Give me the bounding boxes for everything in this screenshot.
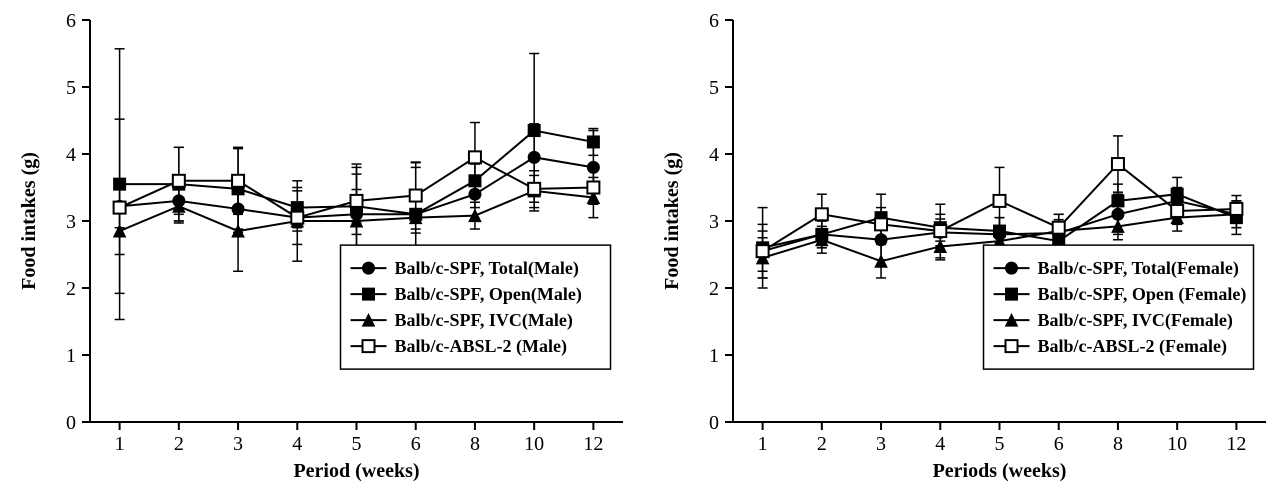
svg-text:2: 2 (817, 433, 827, 455)
svg-text:5: 5 (352, 433, 362, 455)
svg-text:Balb/c-SPF, IVC(Female): Balb/c-SPF, IVC(Female) (1038, 310, 1233, 331)
svg-text:5: 5 (709, 77, 719, 99)
svg-text:6: 6 (411, 433, 421, 455)
svg-text:0: 0 (709, 412, 719, 434)
svg-text:4: 4 (709, 144, 719, 166)
svg-text:3: 3 (876, 433, 886, 455)
svg-text:12: 12 (583, 433, 603, 455)
svg-text:3: 3 (66, 211, 76, 233)
svg-text:5: 5 (66, 77, 76, 99)
svg-text:Food intakes (g): Food intakes (g) (18, 152, 40, 290)
svg-text:Period (weeks): Period (weeks) (293, 460, 419, 482)
chart-panel-male: 012345612345681012Food intakes (g)Period… (0, 0, 643, 502)
svg-text:2: 2 (709, 278, 719, 300)
svg-text:Balb/c-SPF, IVC(Male): Balb/c-SPF, IVC(Male) (395, 310, 573, 331)
svg-text:Periods (weeks): Periods (weeks) (933, 460, 1067, 482)
svg-text:Balb/c-SPF, Open (Female): Balb/c-SPF, Open (Female) (1038, 284, 1247, 305)
svg-text:6: 6 (709, 10, 719, 32)
svg-text:1: 1 (758, 433, 768, 455)
svg-text:3: 3 (233, 433, 243, 455)
svg-text:2: 2 (66, 278, 76, 300)
svg-text:12: 12 (1226, 433, 1246, 455)
chart-svg-female: 012345612345681012Food intakes (g)Period… (643, 0, 1286, 502)
svg-text:1: 1 (709, 345, 719, 367)
svg-text:4: 4 (292, 433, 302, 455)
svg-text:3: 3 (709, 211, 719, 233)
svg-text:1: 1 (66, 345, 76, 367)
svg-text:4: 4 (935, 433, 945, 455)
svg-text:0: 0 (66, 412, 76, 434)
svg-text:10: 10 (524, 433, 544, 455)
svg-text:10: 10 (1167, 433, 1187, 455)
chart-svg-male: 012345612345681012Food intakes (g)Period… (0, 0, 643, 502)
chart-panel-female: 012345612345681012Food intakes (g)Period… (643, 0, 1286, 502)
svg-text:Balb/c-SPF, Total(Male): Balb/c-SPF, Total(Male) (395, 258, 579, 279)
svg-text:Food intakes (g): Food intakes (g) (661, 152, 683, 290)
svg-text:1: 1 (115, 433, 125, 455)
svg-text:6: 6 (66, 10, 76, 32)
svg-text:2: 2 (174, 433, 184, 455)
svg-text:Balb/c-SPF, Total(Female): Balb/c-SPF, Total(Female) (1038, 258, 1239, 279)
svg-text:8: 8 (470, 433, 480, 455)
svg-text:6: 6 (1054, 433, 1064, 455)
svg-text:Balb/c-SPF, Open(Male): Balb/c-SPF, Open(Male) (395, 284, 582, 305)
svg-text:8: 8 (1113, 433, 1123, 455)
svg-text:4: 4 (66, 144, 76, 166)
svg-text:Balb/c-ABSL-2 (Male): Balb/c-ABSL-2 (Male) (395, 336, 568, 357)
svg-text:5: 5 (995, 433, 1005, 455)
svg-text:Balb/c-ABSL-2 (Female): Balb/c-ABSL-2 (Female) (1038, 336, 1227, 357)
